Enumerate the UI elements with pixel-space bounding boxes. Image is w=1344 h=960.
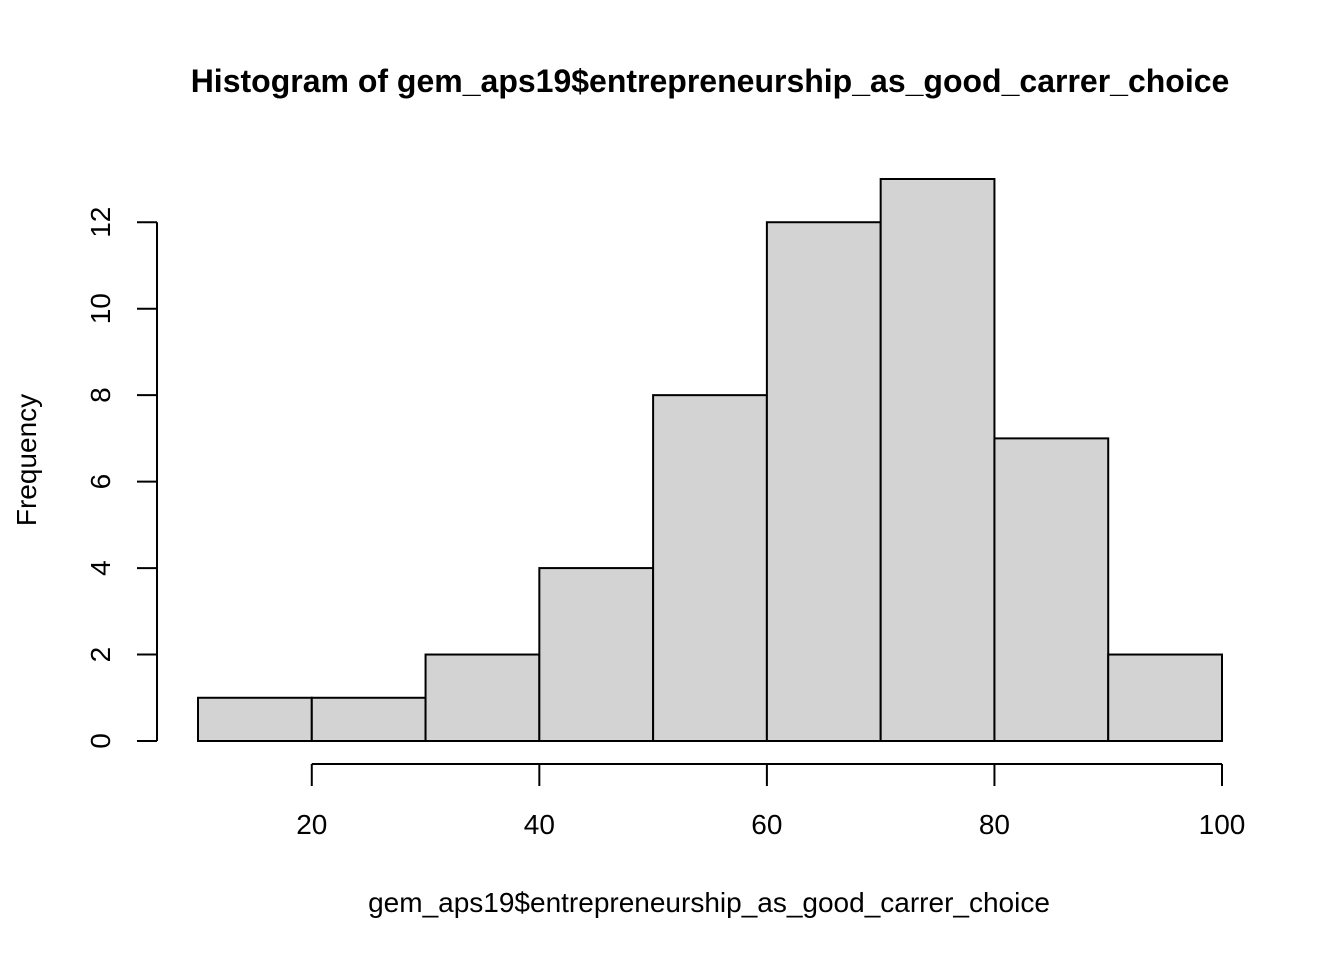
x-axis-label: gem_aps19$entrepreneurship_as_good_carre… bbox=[368, 887, 1050, 918]
y-axis: 0 2 4 6 8 10 12 bbox=[85, 207, 158, 749]
histogram-bar-60-70 bbox=[765, 221, 882, 742]
histogram-bar-40-50 bbox=[538, 567, 655, 742]
y-tick-label-2: 2 bbox=[85, 647, 116, 663]
histogram-bar-20-30 bbox=[310, 696, 427, 742]
x-tick-label-80: 80 bbox=[979, 809, 1010, 840]
x-tick-label-40: 40 bbox=[524, 809, 555, 840]
y-tick-label-6: 6 bbox=[85, 474, 116, 490]
y-tick-label-12: 12 bbox=[85, 207, 116, 238]
y-tick-label-0: 0 bbox=[85, 733, 116, 749]
y-tick-label-4: 4 bbox=[85, 560, 116, 576]
bars-group bbox=[197, 178, 1223, 742]
histogram-bar-10-20 bbox=[197, 696, 313, 742]
y-tick-label-10: 10 bbox=[85, 293, 116, 324]
x-tick-label-100: 100 bbox=[1199, 809, 1246, 840]
histogram-bar-70-80 bbox=[879, 178, 996, 742]
chart-title: Histogram of gem_aps19$entrepreneurship_… bbox=[191, 63, 1230, 99]
histogram-bar-80-90 bbox=[993, 437, 1110, 742]
histogram-bar-90-100 bbox=[1107, 653, 1223, 742]
y-axis-label: Frequency bbox=[11, 394, 42, 526]
x-tick-label-60: 60 bbox=[751, 809, 782, 840]
histogram-bar-30-40 bbox=[424, 653, 541, 742]
x-axis: 20 40 60 80 100 bbox=[296, 763, 1246, 840]
x-tick-label-20: 20 bbox=[296, 809, 327, 840]
y-tick-label-8: 8 bbox=[85, 387, 116, 403]
histogram-bar-50-60 bbox=[652, 394, 768, 742]
